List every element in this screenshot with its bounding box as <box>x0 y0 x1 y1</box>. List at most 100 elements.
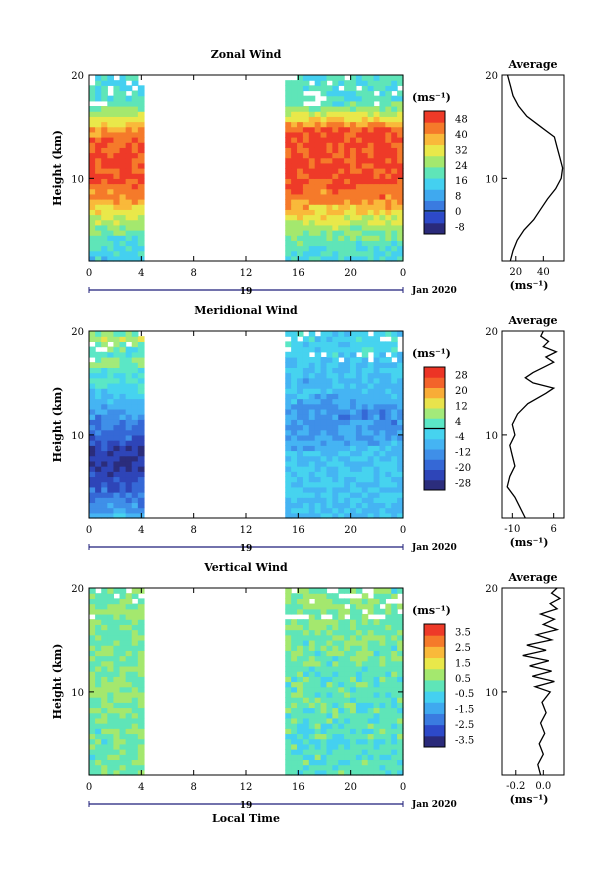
heatmap-cell <box>89 219 96 226</box>
heatmap-cell <box>125 245 133 252</box>
heatmap-cell <box>113 460 121 467</box>
heatmap-cell <box>107 168 115 174</box>
heatmap-cell <box>308 497 316 504</box>
colorbar-bin <box>424 189 445 201</box>
y-tick-label: 10 <box>71 431 84 442</box>
heatmap-cell <box>385 497 392 504</box>
heatmap-cell <box>297 382 304 389</box>
heatmap-cell <box>101 598 108 605</box>
heatmap-cell <box>344 356 351 363</box>
heatmap-cell <box>101 147 108 154</box>
heatmap-cell <box>320 199 328 205</box>
heatmap-cell <box>125 681 133 688</box>
heatmap-cell <box>350 388 357 394</box>
heatmap-cell <box>101 95 108 102</box>
heatmap-cell <box>297 137 304 143</box>
heatmap-cell <box>314 512 322 519</box>
heatmap-cell <box>302 733 310 740</box>
heatmap-cell <box>119 131 127 138</box>
date-label: Jan 2020 <box>411 800 457 810</box>
heatmap-cell <box>397 743 404 750</box>
heatmap-cell <box>332 408 339 415</box>
heatmap-cell <box>285 738 292 745</box>
colorbar-tick-label: 40 <box>455 130 468 141</box>
heatmap-cell <box>89 671 96 677</box>
heatmap-cell <box>95 691 102 698</box>
heatmap-cell <box>344 728 351 735</box>
heatmap-cell <box>308 199 316 205</box>
heatmap-cell <box>338 382 345 389</box>
heatmap-cell <box>326 75 333 81</box>
heatmap-cell <box>125 665 133 672</box>
heatmap-cell <box>285 367 292 374</box>
heatmap-cell <box>308 723 316 729</box>
heatmap-cell <box>291 168 298 174</box>
heatmap-cell <box>332 450 339 457</box>
heatmap-cell <box>350 419 357 426</box>
heatmap-cell <box>107 121 115 128</box>
heatmap-cell <box>291 245 298 252</box>
heatmap-cell <box>119 80 127 86</box>
heatmap-cell <box>95 455 102 462</box>
heatmap-cell <box>302 147 310 154</box>
heatmap-cell <box>326 697 333 703</box>
heatmap-cell <box>338 460 345 467</box>
heatmap-cell <box>344 440 351 446</box>
heatmap-cell <box>95 382 102 389</box>
heatmap-cell <box>297 162 304 169</box>
heatmap-cell <box>326 769 333 776</box>
heatmap-cell <box>391 183 398 190</box>
heatmap-cell <box>391 235 398 241</box>
heatmap-cell <box>344 707 351 714</box>
colorbar-bin <box>424 408 445 419</box>
heatmap-cell <box>291 512 298 519</box>
heatmap-cell <box>131 671 139 677</box>
heatmap-cell <box>397 502 404 509</box>
heatmap-cell <box>361 408 369 415</box>
heatmap-cell <box>95 116 102 123</box>
heatmap-cell <box>332 137 339 143</box>
heatmap-cell <box>95 403 102 410</box>
heatmap-cell <box>89 502 96 509</box>
heatmap-cell <box>379 429 386 436</box>
heatmap-cell <box>314 235 322 241</box>
heatmap-cell <box>350 645 357 651</box>
heatmap-cell <box>89 131 96 138</box>
heatmap-cell <box>332 639 339 646</box>
heatmap-cell <box>131 445 139 452</box>
heatmap-cell <box>285 476 292 483</box>
heatmap-cell <box>297 90 304 97</box>
heatmap-cell <box>344 193 351 200</box>
heatmap-cell <box>314 131 322 138</box>
heatmap-cell <box>385 80 392 86</box>
heatmap-cell <box>291 749 298 755</box>
heatmap-cell <box>131 230 139 236</box>
heatmap-cell <box>397 100 404 107</box>
heatmap-cell <box>355 142 363 148</box>
heatmap-cell <box>101 660 108 667</box>
heatmap-cell <box>373 629 381 636</box>
heatmap-cell <box>291 403 298 410</box>
heatmap-cell <box>379 131 386 138</box>
heatmap-cell <box>367 624 375 631</box>
heatmap-cell <box>320 450 328 457</box>
heatmap-cell <box>344 382 351 389</box>
heatmap-cell <box>391 665 398 672</box>
heatmap-cell <box>320 152 328 159</box>
colorbar-bin <box>424 111 445 123</box>
heatmap-cell <box>326 142 333 148</box>
heatmap-cell <box>350 131 357 138</box>
heatmap-cell <box>308 492 316 498</box>
heatmap-cell <box>131 331 139 337</box>
heatmap-cell <box>297 424 304 431</box>
heatmap-cells <box>89 588 404 776</box>
heatmap-cell <box>125 362 133 368</box>
heatmap-cell <box>131 403 139 410</box>
heatmap-cell <box>107 681 115 688</box>
heatmap-cell <box>373 759 381 766</box>
colorbar-bin <box>424 479 445 491</box>
heatmap-cell <box>367 445 375 452</box>
heatmap-cell <box>350 362 357 368</box>
heatmap-cell <box>367 121 375 128</box>
heatmap-cell <box>391 486 398 493</box>
